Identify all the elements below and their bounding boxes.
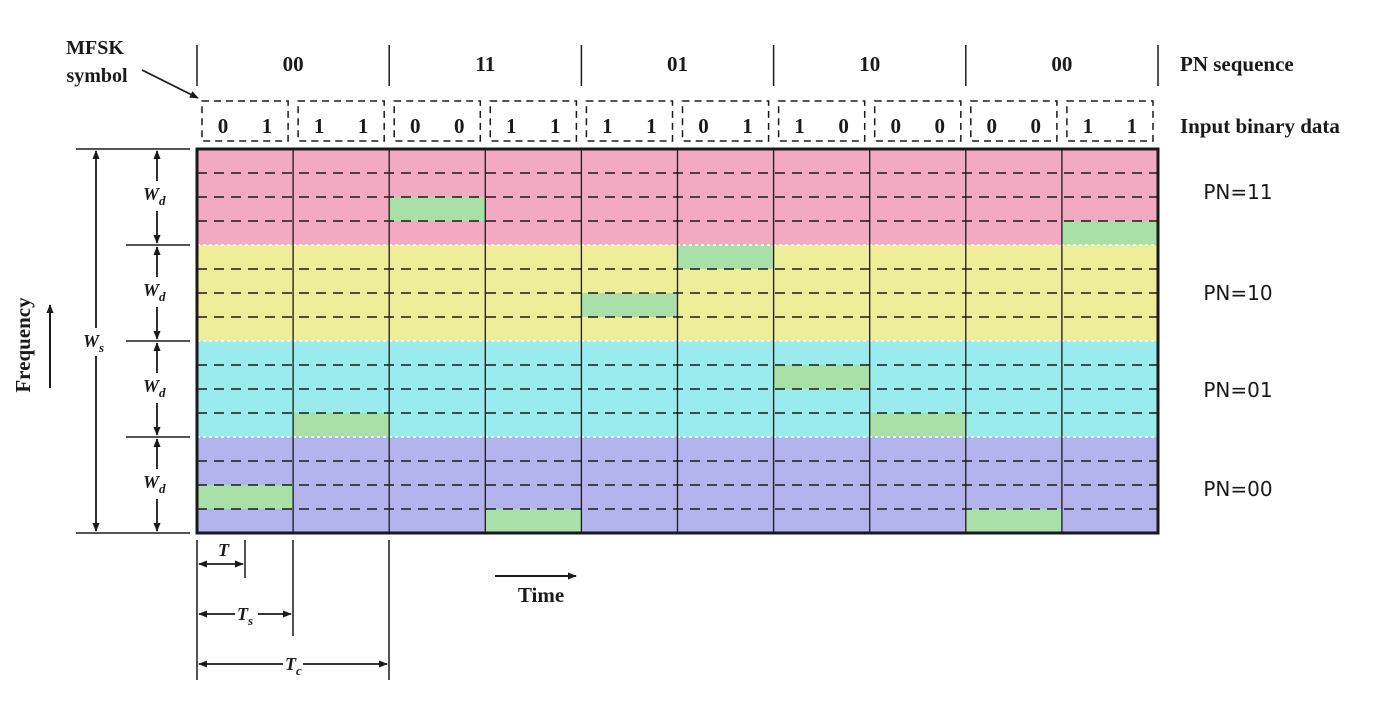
bit-3-1: 0 [410, 114, 421, 138]
hop-cell-3 [389, 197, 486, 221]
hop-cell-9 [965, 509, 1062, 533]
tc-label: Tc [285, 654, 302, 678]
bit-pair-box-8 [873, 100, 962, 142]
wd-label-1: Wd [143, 280, 166, 304]
bit-4-1: 1 [506, 114, 517, 138]
ws-label: Ws [83, 331, 104, 355]
bit-pair-box-9 [970, 100, 1058, 142]
band-label-1: PN=10 [1203, 281, 1272, 305]
bit-8-1: 0 [890, 114, 901, 138]
ts-label: Ts [237, 604, 253, 628]
mfsk-label-line1: MFSK [66, 37, 124, 59]
hop-cell-5 [581, 293, 678, 317]
bit-1-2: 1 [262, 114, 273, 138]
bit-6-2: 1 [742, 114, 753, 138]
bit-1-1: 0 [218, 114, 229, 138]
pn-value-1: 00 [283, 52, 304, 76]
input-binary-data-label: Input binary data [1180, 114, 1340, 138]
pn-value-4: 10 [859, 52, 880, 76]
hop-cell-8 [869, 413, 966, 437]
hop-cell-2 [293, 413, 390, 437]
bit-5-2: 1 [646, 114, 657, 138]
bit-3-2: 0 [454, 114, 465, 138]
hop-cell-1 [197, 485, 294, 509]
bit-5-1: 1 [602, 114, 613, 138]
mfsk-label-line2: symbol [66, 65, 128, 87]
input-binary-data-row: 0 1 1 1 0 0 1 1 1 1 0 1 1 0 0 0 0 0 1 1 [201, 100, 1154, 142]
bit-pair-box-10 [1066, 100, 1154, 142]
bit-pair-box-2 [297, 100, 385, 142]
bit-8-2: 0 [934, 114, 945, 138]
bit-pair-box-3 [393, 100, 482, 142]
bit-pair-box-7 [777, 100, 866, 142]
hop-cell-6 [677, 245, 774, 269]
band-label-0: PN=11 [1203, 180, 1272, 204]
grid-border [195, 147, 1160, 535]
pn-value-5: 00 [1051, 52, 1072, 76]
bit-pair-box-1 [201, 100, 289, 142]
bit-9-1: 0 [987, 114, 998, 138]
bit-4-2: 1 [550, 114, 561, 138]
frequency-axis-label: Frequency [11, 297, 35, 393]
bit-2-2: 1 [358, 114, 369, 138]
hop-cell-10 [1061, 221, 1158, 245]
hop-highlights [197, 197, 1158, 533]
wd-label-2: Wd [143, 376, 166, 400]
wd-label-3: Wd [143, 472, 166, 496]
wd-label-0: Wd [143, 184, 166, 208]
bit-6-1: 0 [698, 114, 709, 138]
hop-cell-7 [773, 365, 870, 389]
band-labels: PN=11 PN=10 PN=01 PN=00 [1203, 180, 1272, 501]
band-label-2: PN=01 [1203, 378, 1272, 402]
bit-10-1: 1 [1083, 114, 1094, 138]
bit-7-2: 0 [838, 114, 849, 138]
bit-10-2: 1 [1127, 114, 1138, 138]
pn-sequence-row: 00 11 01 10 00 [196, 45, 1159, 86]
bit-pair-box-4 [489, 100, 578, 142]
pn-value-2: 11 [475, 52, 495, 76]
time-axis-label: Time [518, 583, 564, 607]
mfsk-pointer-arrow [141, 69, 199, 99]
pn-sequence-label: PN sequence [1180, 52, 1294, 76]
pn-value-3: 01 [667, 52, 688, 76]
hop-cell-4 [485, 509, 582, 533]
bit-9-2: 0 [1031, 114, 1042, 138]
bit-2-1: 1 [314, 114, 325, 138]
channel-grid [197, 149, 1158, 533]
band-label-3: PN=00 [1203, 477, 1272, 501]
bit-pair-box-6 [681, 100, 770, 142]
bit-pair-box-5 [585, 100, 674, 142]
t-label: T [218, 540, 230, 560]
wd-dimensions: Wd Wd Wd Wd [126, 150, 190, 532]
bit-7-1: 1 [794, 114, 805, 138]
